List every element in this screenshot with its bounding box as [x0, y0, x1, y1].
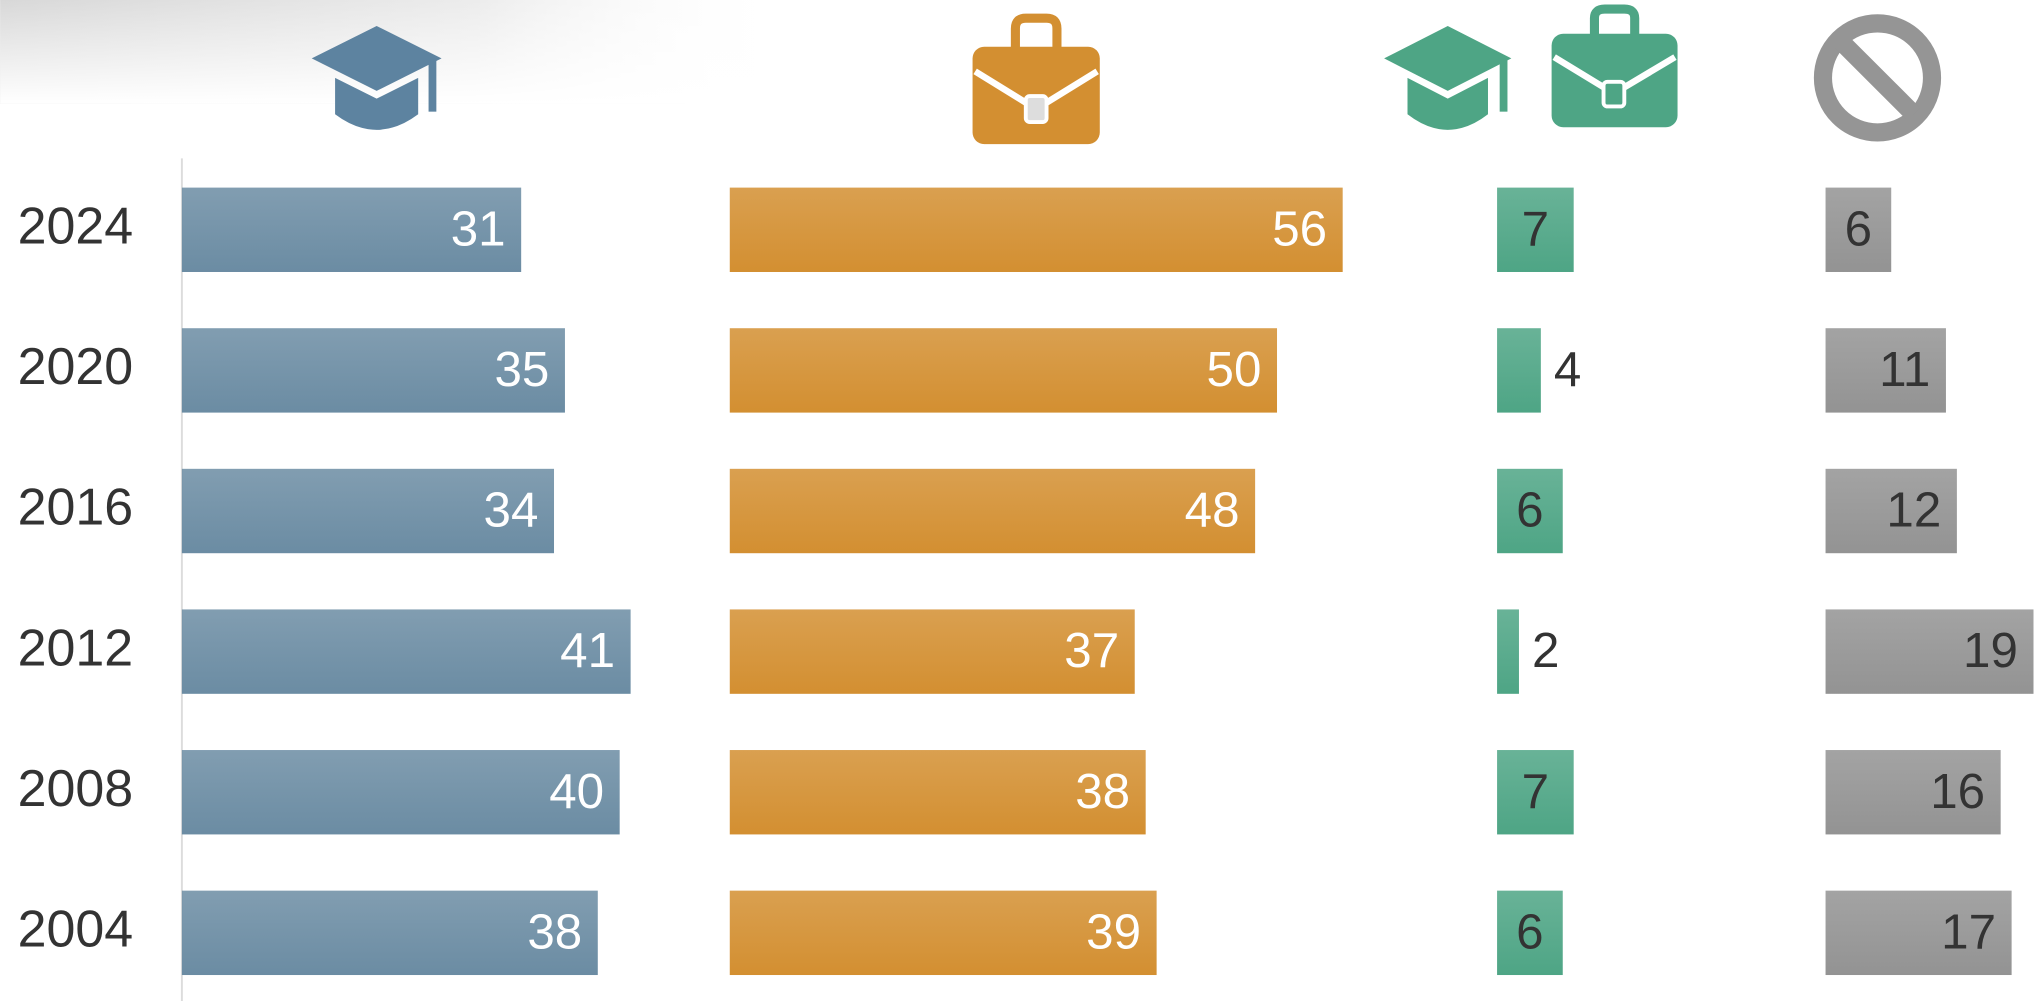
bar	[181, 750, 620, 835]
value-label: 38	[527, 904, 582, 959]
value-label: 39	[1086, 904, 1141, 959]
bar	[1825, 750, 2001, 835]
value-label: 4	[1554, 342, 1581, 397]
bar	[1825, 890, 2012, 976]
value-label: 17	[1941, 904, 1996, 959]
value-label: 37	[1064, 623, 1119, 678]
value-label: 6	[1516, 483, 1543, 538]
bar	[729, 468, 1256, 554]
category-label: 2020	[18, 338, 134, 396]
bar	[1497, 750, 1574, 835]
bar	[181, 328, 565, 413]
icon-study	[311, 25, 442, 130]
value-label: 56	[1272, 201, 1327, 256]
value-label: 12	[1886, 483, 1941, 538]
bar	[181, 468, 555, 554]
value-label: 7	[1522, 764, 1549, 819]
value-label: 2	[1532, 623, 1559, 678]
bar	[1497, 187, 1574, 272]
bar	[181, 890, 598, 976]
bar	[1497, 609, 1519, 694]
category-label: 2012	[18, 619, 134, 677]
bar	[1825, 187, 1892, 272]
value-label: 41	[560, 623, 615, 678]
icon-work	[972, 13, 1100, 145]
bar	[729, 750, 1146, 835]
icon-neither	[1813, 14, 1942, 142]
bar	[729, 609, 1135, 694]
value-label: 7	[1522, 201, 1549, 256]
value-label: 6	[1845, 201, 1872, 256]
bar	[1497, 468, 1563, 554]
category-label: 2024	[18, 198, 134, 256]
value-label: 35	[494, 342, 549, 397]
value-label: 50	[1207, 342, 1262, 397]
bar	[181, 187, 522, 272]
category-label: 2008	[18, 760, 134, 818]
value-label: 34	[484, 483, 539, 538]
value-label: 40	[549, 764, 604, 819]
value-label: 31	[451, 201, 506, 256]
bar	[1825, 468, 1957, 554]
bar	[1497, 890, 1563, 976]
icon-study-and-work	[1384, 4, 1678, 130]
value-label: 48	[1185, 483, 1240, 538]
bar	[1825, 609, 2034, 694]
bar	[181, 609, 631, 694]
bar	[1497, 328, 1541, 413]
bar	[1825, 328, 1946, 413]
category-label: 2004	[18, 901, 134, 959]
category-label: 2016	[18, 479, 134, 537]
value-label: 16	[1930, 764, 1985, 819]
bar	[729, 187, 1343, 272]
bar	[729, 890, 1157, 976]
value-label: 38	[1075, 764, 1130, 819]
value-label: 6	[1516, 904, 1543, 959]
value-label: 11	[1879, 342, 1930, 397]
bar	[729, 328, 1278, 413]
value-label: 19	[1963, 623, 2018, 678]
